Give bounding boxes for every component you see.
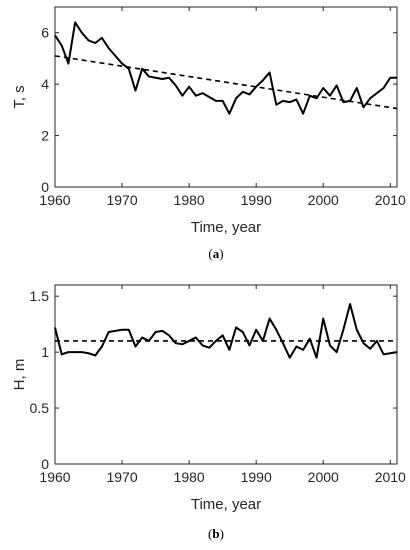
y-tick-label: 0 — [41, 456, 49, 472]
x-tick-label: 2000 — [308, 192, 339, 208]
caption-letter: b — [212, 526, 219, 541]
data-series-line — [54, 303, 398, 359]
plot-frame — [54, 6, 398, 188]
panel-caption: (a) — [208, 246, 223, 261]
plot-frame — [54, 284, 398, 465]
x-tick-label: 2010 — [375, 469, 406, 485]
trend-line — [54, 55, 398, 110]
x-tick-label: 1970 — [106, 192, 137, 208]
x-axis-label: Time, year — [191, 219, 261, 236]
caption-close: ) — [219, 246, 223, 261]
chart-panel-a: 1960 1970 1980 1990 2000 2010 0 2 4 6 Time, year T,… — [11, 6, 406, 261]
x-tick-label: 1980 — [174, 469, 205, 485]
x-tick-label: 1970 — [106, 469, 137, 485]
chart-panel-b: 1960 1970 1980 1990 2000 2010 0 0.5 1 1.5 Time, ye… — [11, 284, 406, 541]
y-tick-label: 0.5 — [30, 400, 50, 416]
y-axis-label: T, s — [11, 85, 28, 108]
y-tick-label: 2 — [41, 128, 49, 144]
y-axis-label: H, m — [11, 359, 28, 391]
x-axis-label: Time, year — [191, 496, 261, 513]
y-tick-label: 1 — [41, 344, 49, 360]
y-tick-label: 4 — [41, 76, 49, 92]
caption-open: ( — [208, 526, 212, 541]
x-tick-label: 1990 — [241, 469, 272, 485]
x-tick-label: 1960 — [39, 192, 70, 208]
x-tick-label: 1990 — [241, 192, 272, 208]
x-tick-label: 1980 — [174, 192, 205, 208]
caption-open: ( — [208, 246, 212, 261]
data-series-line — [54, 21, 397, 115]
caption-close: ) — [220, 526, 224, 541]
x-tick-label: 2000 — [308, 469, 339, 485]
x-tick-label: 2010 — [375, 192, 406, 208]
x-tick-label: 1960 — [39, 469, 70, 485]
panel-caption: (b) — [208, 526, 224, 541]
y-tick-label: 1.5 — [30, 288, 50, 304]
caption-letter: a — [213, 246, 220, 261]
y-tick-label: 0 — [41, 179, 49, 195]
y-tick-label: 6 — [41, 25, 49, 41]
